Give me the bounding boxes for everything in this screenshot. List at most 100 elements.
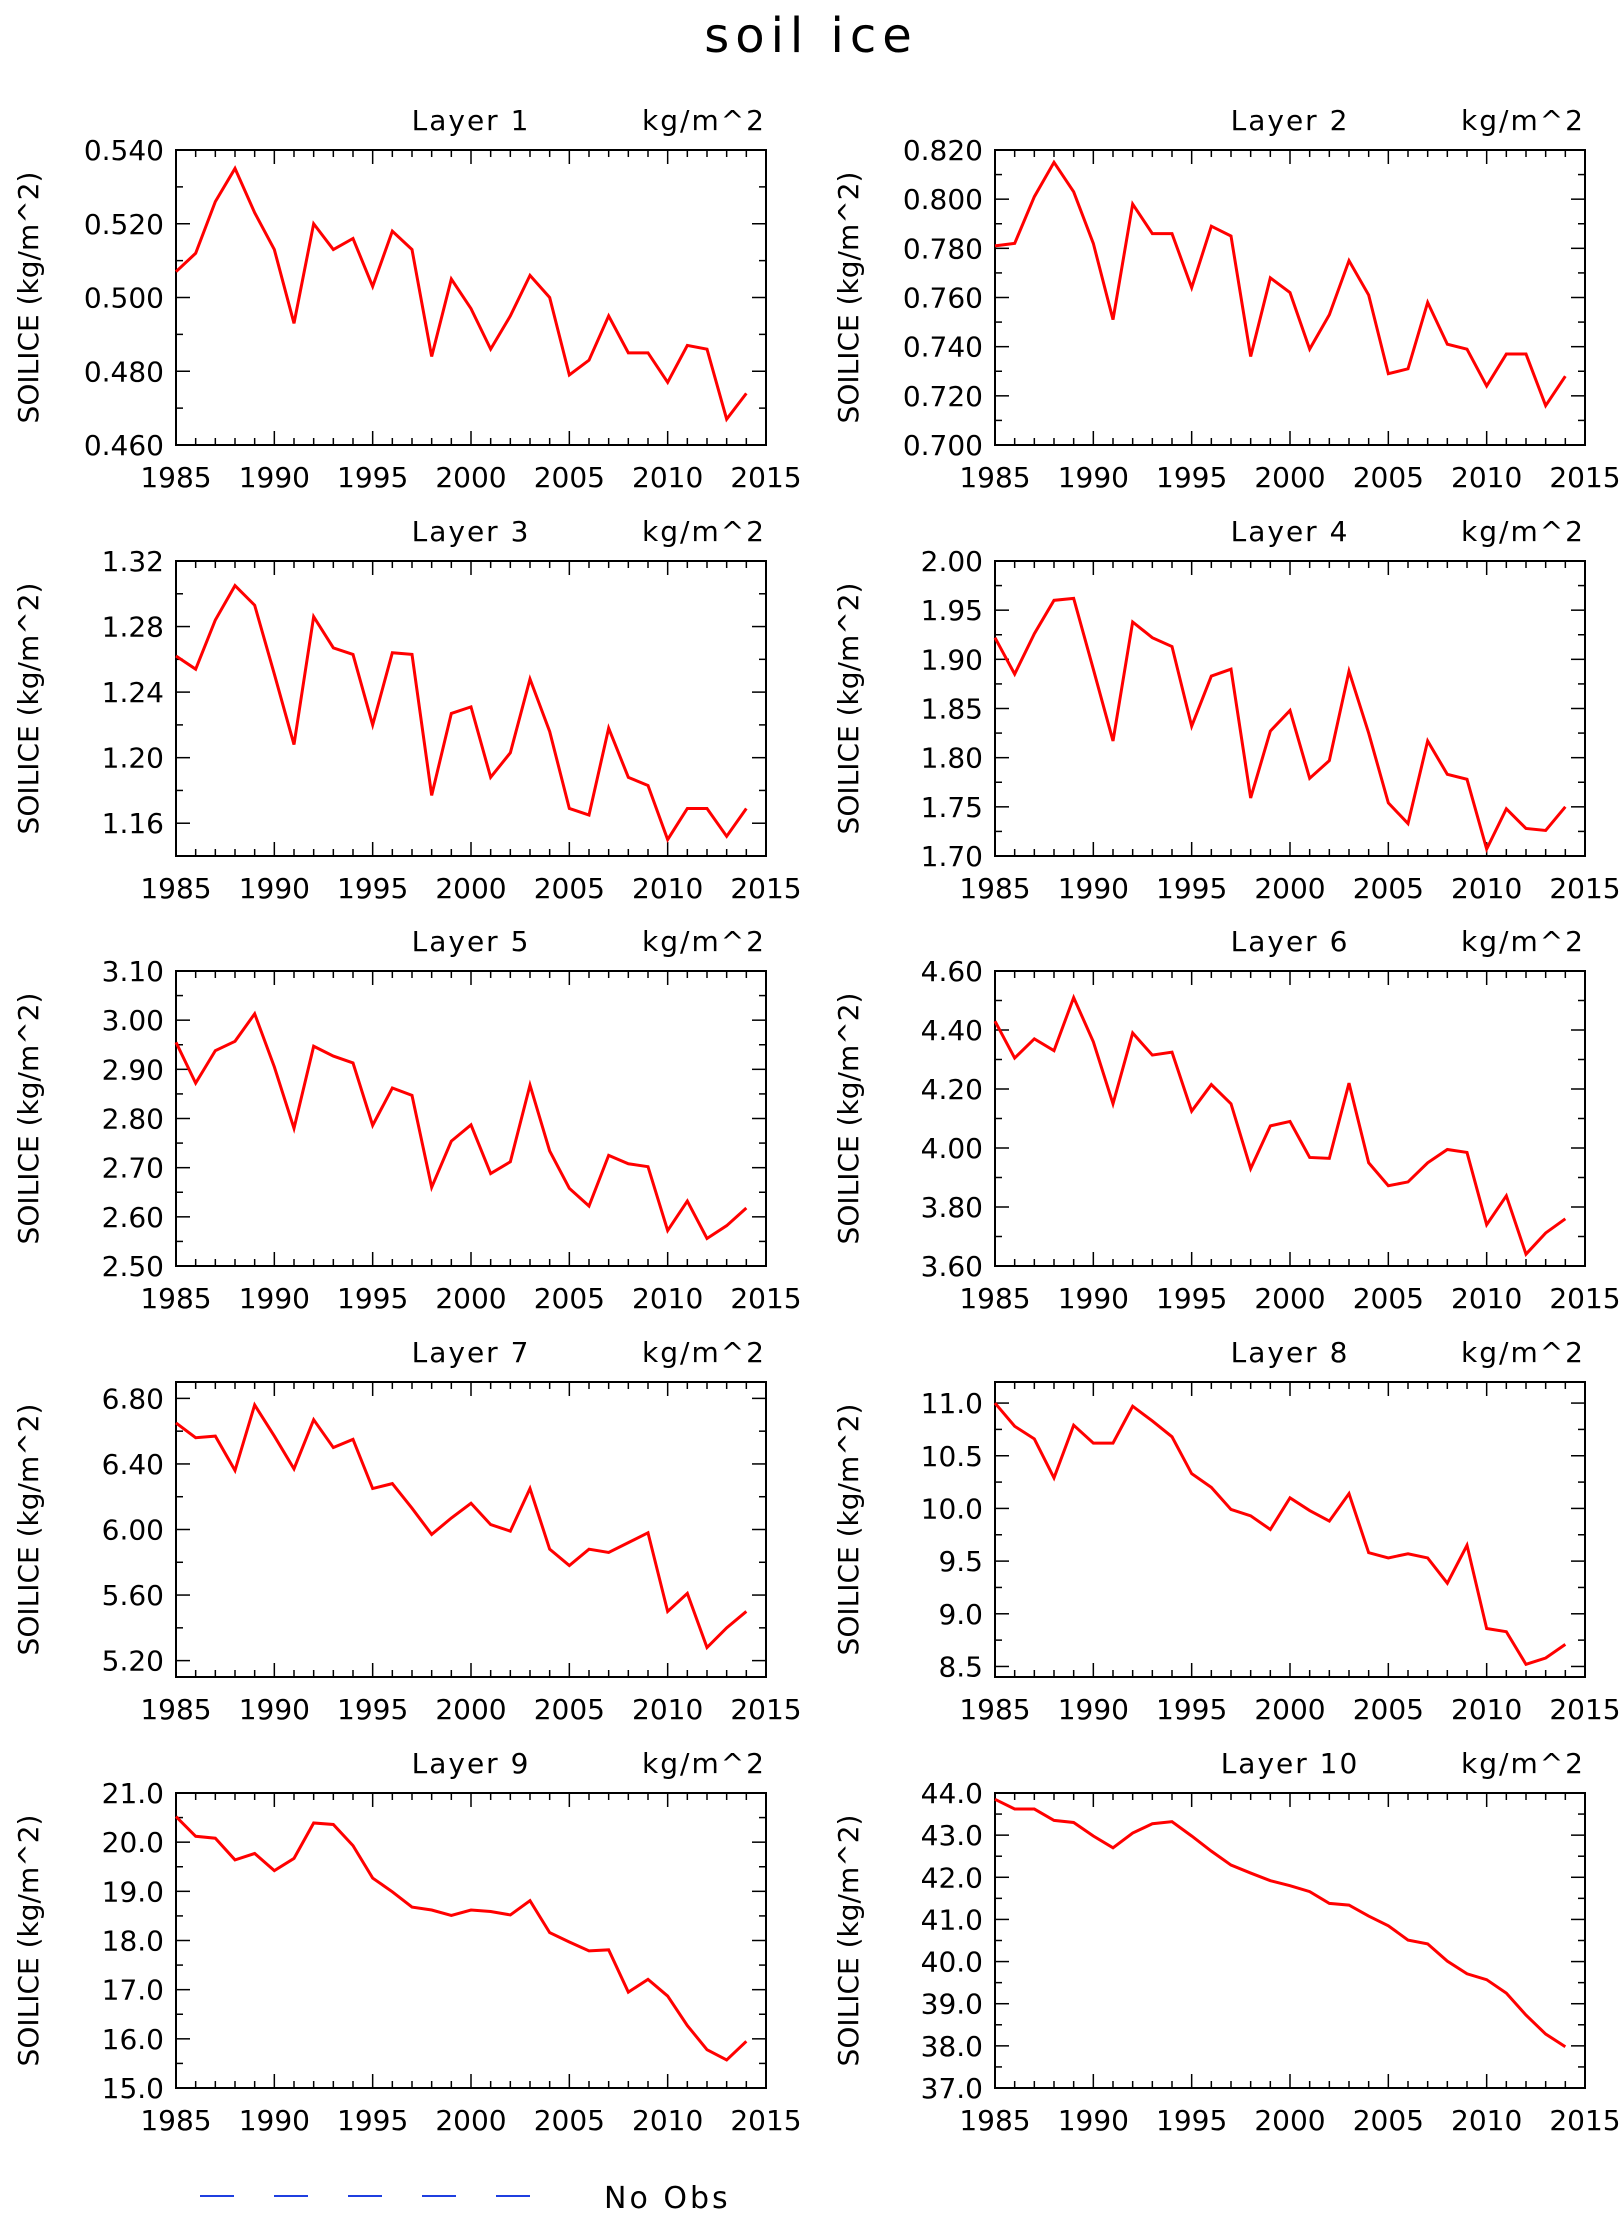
x-tick-label: 1990 (1058, 461, 1129, 494)
x-tick-label: 2005 (534, 461, 605, 494)
panels: 1985 1990 1995 2000 2005 2010 2015 0.460 0.480 0.… (12, 104, 1621, 2137)
y-tick-label: 1.80 (921, 742, 983, 775)
x-tick-label: 2015 (1549, 1282, 1620, 1315)
x-tick-label: 2015 (730, 461, 801, 494)
y-tick-label: 0.800 (903, 183, 983, 216)
x-tick-label: 2010 (1451, 1282, 1522, 1315)
series-line-1 (993, 993, 1567, 1258)
x-tick-label: 2000 (1254, 1693, 1325, 1726)
x-tick-label: 2005 (534, 2104, 605, 2137)
y-tick-label: 6.00 (102, 1514, 164, 1547)
x-tick-label: 2000 (435, 2104, 506, 2137)
y-tick-label: 1.90 (921, 643, 983, 676)
x-tick-label: 2015 (1549, 1693, 1620, 1726)
y-tick-label: 41.0 (921, 1903, 983, 1936)
y-tick-label: 2.70 (102, 1152, 164, 1185)
panel-8: 1985 1990 1995 2000 2005 2010 2015 8.5 9.0 9.5 10.… (832, 1336, 1621, 1726)
y-axis-label: SOILICE (kg/m^2) (12, 1404, 45, 1656)
y-tick-label: 10.0 (921, 1492, 983, 1525)
x-tick-label: 2010 (632, 2104, 703, 2137)
y-tick-label: 3.80 (921, 1191, 983, 1224)
y-axis-label: SOILICE (kg/m^2) (832, 172, 865, 424)
panel-title: Layer 2 (1231, 104, 1350, 137)
series-line-1 (993, 596, 1567, 854)
y-axis-label: SOILICE (kg/m^2) (12, 583, 45, 835)
plot-frame (175, 1381, 767, 1678)
y-tick-label: 15.0 (102, 2072, 164, 2105)
x-tick-label: 2005 (1353, 1693, 1424, 1726)
y-axis-label: SOILICE (kg/m^2) (832, 993, 865, 1245)
x-tick-label: 2010 (1451, 1693, 1522, 1726)
x-tick-label: 1990 (239, 1282, 310, 1315)
x-tick-label: 2005 (1353, 461, 1424, 494)
y-axis-label: SOILICE (kg/m^2) (832, 1404, 865, 1656)
x-tick-label: 2000 (435, 1693, 506, 1726)
y-tick-label: 16.0 (102, 2023, 164, 2056)
x-tick-label: 2000 (1254, 1282, 1325, 1315)
panel-units: kg/m^2 (642, 515, 766, 548)
series-line-1 (994, 159, 1567, 409)
panel-4: 1985 1990 1995 2000 2005 2010 2015 1.70 1.75 1.80… (832, 515, 1621, 905)
series-line-1 (175, 583, 748, 843)
y-tick-label: 4.00 (921, 1132, 983, 1165)
panel-title: Layer 7 (412, 1336, 531, 1369)
x-tick-label: 1995 (1156, 461, 1227, 494)
x-tick-label: 2015 (730, 1693, 801, 1726)
x-tick-label: 1985 (140, 1282, 211, 1315)
y-tick-label: 43.0 (921, 1819, 983, 1852)
y-tick-label: 3.10 (102, 955, 164, 988)
x-tick-label: 1995 (1156, 1693, 1227, 1726)
panel-title: Layer 1 (412, 104, 531, 137)
x-tick-label: 1995 (337, 461, 408, 494)
x-tick-label: 1990 (1058, 2104, 1129, 2137)
panel-units: kg/m^2 (1461, 1336, 1585, 1369)
panel-1: 1985 1990 1995 2000 2005 2010 2015 0.460 0.480 0.… (12, 104, 802, 494)
y-tick-label: 1.16 (102, 807, 164, 840)
x-tick-label: 2000 (1254, 2104, 1325, 2137)
panel-units: kg/m^2 (1461, 515, 1585, 548)
y-tick-label: 2.50 (102, 1250, 164, 1283)
plot-frame (994, 149, 1586, 446)
series-line-1 (175, 1401, 748, 1651)
x-tick-label: 2015 (730, 2104, 801, 2137)
x-tick-label: 2010 (1451, 872, 1522, 905)
panel-title: Layer 3 (412, 515, 531, 548)
panel-units: kg/m^2 (642, 1747, 766, 1780)
y-tick-label: 3.60 (921, 1250, 983, 1283)
x-tick-label: 1985 (959, 461, 1030, 494)
panel-5: 1985 1990 1995 2000 2005 2010 2015 2.50 2.60 2.70… (12, 925, 802, 1315)
x-tick-label: 1995 (337, 2104, 408, 2137)
y-tick-label: 4.40 (921, 1014, 983, 1047)
y-tick-label: 0.820 (903, 134, 983, 167)
panel-title: Layer 10 (1221, 1747, 1360, 1780)
x-tick-label: 2005 (534, 1693, 605, 1726)
y-axis-label: SOILICE (kg/m^2) (832, 1815, 865, 2067)
panel-6: 1985 1990 1995 2000 2005 2010 2015 3.60 3.80 4.00… (832, 925, 1621, 1315)
y-tick-label: 4.60 (921, 955, 983, 988)
x-tick-label: 1990 (1058, 1282, 1129, 1315)
y-tick-label: 2.90 (102, 1053, 164, 1086)
y-tick-label: 0.500 (84, 282, 164, 315)
x-tick-label: 1985 (140, 461, 211, 494)
series-line-1 (994, 1797, 1567, 2048)
y-tick-label: 2.60 (102, 1201, 164, 1234)
x-tick-label: 2005 (534, 872, 605, 905)
legend-no-obs-label: No Obs (604, 2181, 731, 2215)
series-line-1 (993, 1402, 1567, 1667)
panel-title: Layer 4 (1231, 515, 1350, 548)
plot-frame (994, 1381, 1586, 1678)
y-tick-label: 1.24 (102, 676, 164, 709)
figure-title: soil ice (704, 8, 918, 64)
x-tick-label: 2015 (730, 872, 801, 905)
panel-units: kg/m^2 (642, 1336, 766, 1369)
y-tick-label: 0.460 (84, 429, 164, 462)
y-tick-label: 20.0 (102, 1826, 164, 1859)
y-tick-label: 21.0 (102, 1777, 164, 1810)
y-tick-label: 1.20 (102, 742, 164, 775)
x-tick-label: 1985 (140, 1693, 211, 1726)
plot-frame (175, 1792, 767, 2089)
plot-frame (175, 970, 767, 1267)
plot-frame (175, 149, 767, 446)
panel-7: 1985 1990 1995 2000 2005 2010 2015 5.20 5.60 6.00… (12, 1336, 802, 1726)
